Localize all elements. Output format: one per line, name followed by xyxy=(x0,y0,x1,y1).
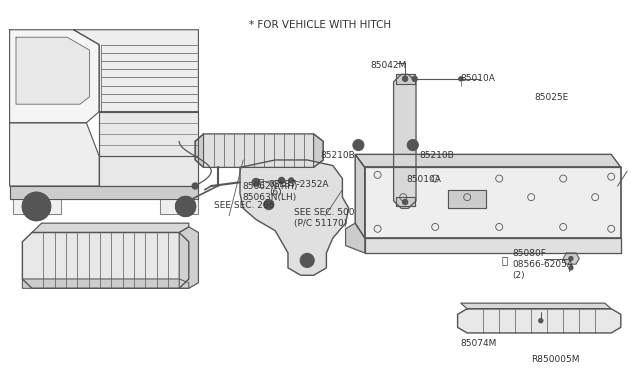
Text: 85210B: 85210B xyxy=(419,151,454,160)
Polygon shape xyxy=(22,279,189,288)
Circle shape xyxy=(180,202,191,211)
Polygon shape xyxy=(458,309,621,333)
Polygon shape xyxy=(10,186,198,199)
Polygon shape xyxy=(10,30,99,123)
Circle shape xyxy=(403,199,408,205)
Text: 85074M: 85074M xyxy=(461,339,497,347)
Polygon shape xyxy=(99,112,198,156)
Text: Ⓢ: Ⓢ xyxy=(501,256,508,265)
Text: SEE SEC. 266: SEE SEC. 266 xyxy=(214,201,275,210)
Circle shape xyxy=(175,196,196,217)
Polygon shape xyxy=(461,303,611,309)
Polygon shape xyxy=(365,238,621,253)
Polygon shape xyxy=(16,37,90,104)
Polygon shape xyxy=(563,253,579,264)
Polygon shape xyxy=(394,74,416,208)
Circle shape xyxy=(539,319,543,323)
Polygon shape xyxy=(355,154,365,238)
Polygon shape xyxy=(32,223,189,232)
Text: 08LB7-2352A: 08LB7-2352A xyxy=(269,180,330,189)
Text: 85210B: 85210B xyxy=(320,151,355,160)
Text: 85062N(RH)
85063N(LH): 85062N(RH) 85063N(LH) xyxy=(242,182,298,202)
Polygon shape xyxy=(346,223,365,253)
Polygon shape xyxy=(355,154,621,167)
Circle shape xyxy=(33,203,40,209)
Circle shape xyxy=(459,77,463,81)
Circle shape xyxy=(410,142,415,148)
Polygon shape xyxy=(10,123,99,186)
Text: Ⓑ: Ⓑ xyxy=(258,177,264,187)
Polygon shape xyxy=(195,134,323,167)
Polygon shape xyxy=(396,74,415,84)
Circle shape xyxy=(264,200,274,209)
Circle shape xyxy=(403,76,408,81)
Circle shape xyxy=(403,76,407,80)
Circle shape xyxy=(569,266,573,270)
Text: * FOR VEHICLE WITH HITCH: * FOR VEHICLE WITH HITCH xyxy=(249,20,391,31)
Circle shape xyxy=(278,177,285,183)
Polygon shape xyxy=(365,167,621,238)
Text: 85025E: 85025E xyxy=(534,93,569,102)
Polygon shape xyxy=(195,134,204,167)
Circle shape xyxy=(403,200,407,204)
Circle shape xyxy=(192,183,198,189)
Circle shape xyxy=(407,140,419,151)
Text: 85010A: 85010A xyxy=(406,175,441,184)
Circle shape xyxy=(289,178,294,183)
Polygon shape xyxy=(314,134,323,167)
Circle shape xyxy=(356,142,361,148)
Polygon shape xyxy=(99,156,198,186)
Text: (6): (6) xyxy=(269,188,282,197)
Circle shape xyxy=(304,257,310,264)
Circle shape xyxy=(300,253,314,267)
Text: 85080F: 85080F xyxy=(512,249,546,258)
Circle shape xyxy=(252,178,260,186)
Polygon shape xyxy=(22,232,189,288)
Text: R850005M: R850005M xyxy=(531,355,580,364)
Polygon shape xyxy=(448,190,486,208)
Polygon shape xyxy=(240,160,349,275)
Polygon shape xyxy=(160,199,198,214)
Text: 85010A: 85010A xyxy=(461,74,495,83)
Circle shape xyxy=(177,204,182,209)
Text: 85042M: 85042M xyxy=(370,61,406,70)
Text: SEE SEC. 500
(P/C 51170): SEE SEC. 500 (P/C 51170) xyxy=(294,208,355,228)
Text: 08566-6205A
(2): 08566-6205A (2) xyxy=(512,260,573,280)
Circle shape xyxy=(412,76,417,81)
Circle shape xyxy=(22,192,51,221)
Polygon shape xyxy=(74,30,198,112)
Polygon shape xyxy=(179,227,198,288)
Circle shape xyxy=(29,198,45,215)
Polygon shape xyxy=(13,199,61,214)
Circle shape xyxy=(569,257,573,260)
Circle shape xyxy=(353,140,364,151)
Polygon shape xyxy=(396,197,415,206)
